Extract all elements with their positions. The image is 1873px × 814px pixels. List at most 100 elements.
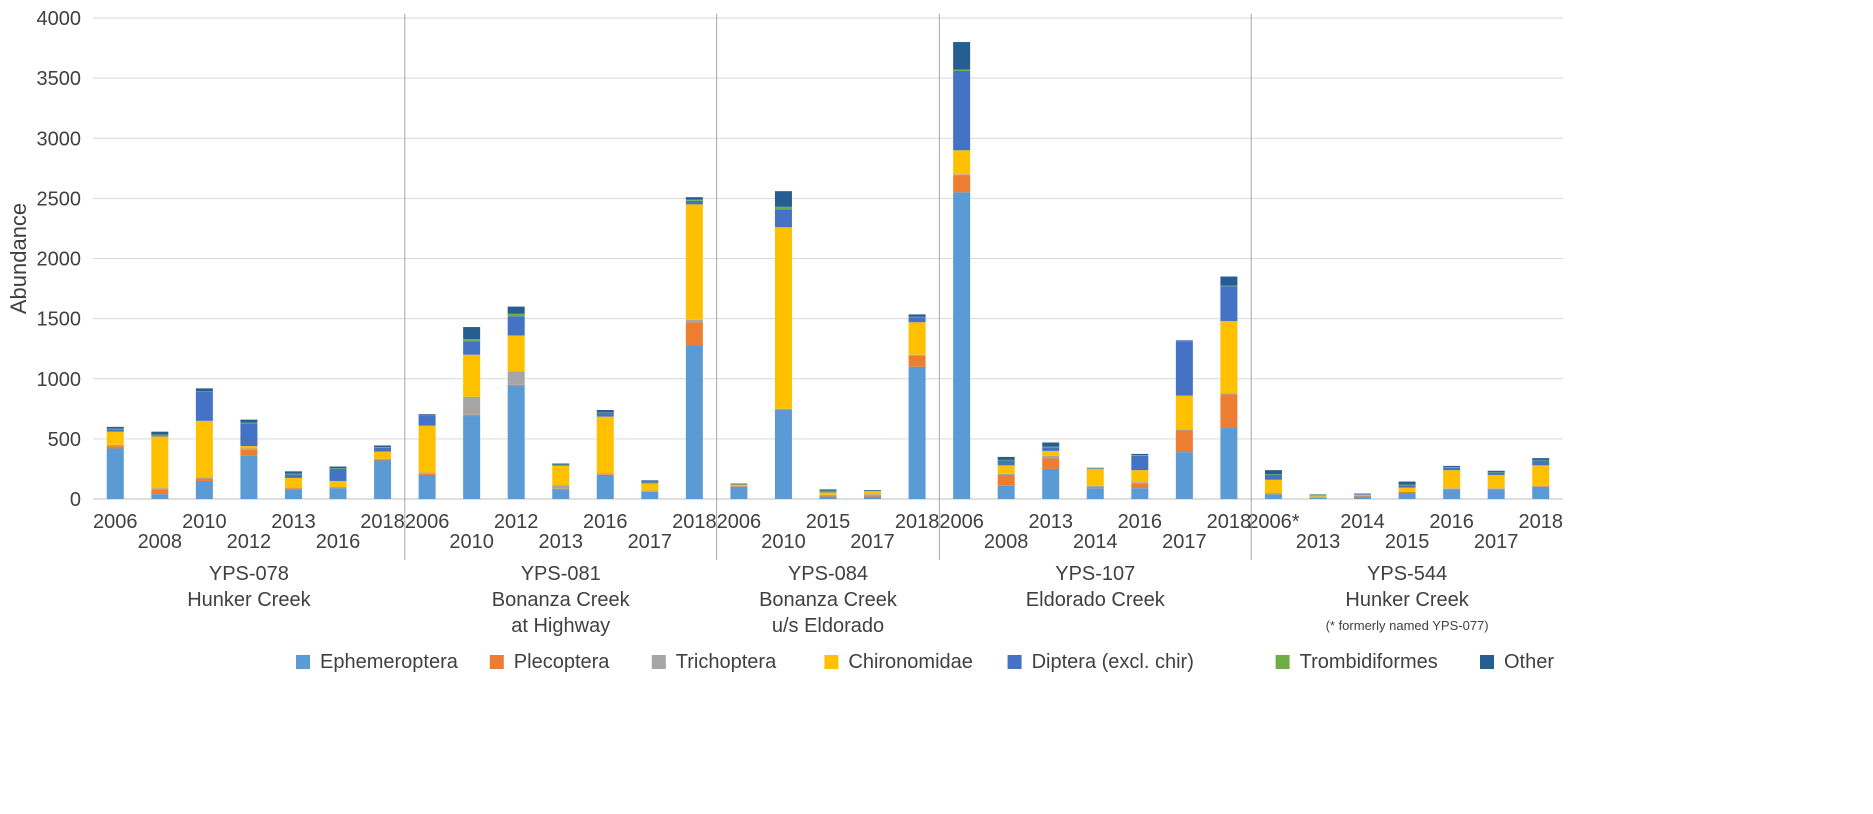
- y-tick-label: 1000: [37, 369, 82, 391]
- bar-segment-other: [953, 42, 970, 70]
- bar-segment-diptera-excl-chir-: [508, 316, 525, 335]
- bar-segment-plecoptera: [820, 496, 837, 497]
- bar-segment-ephemeroptera: [1310, 498, 1327, 499]
- bar-segment-trichoptera: [1042, 456, 1059, 458]
- legend-label: Trichoptera: [676, 651, 777, 673]
- bar-segment-plecoptera: [1176, 430, 1193, 452]
- bar-segment-plecoptera: [1443, 489, 1460, 490]
- bar-segment-trombidiformes: [552, 465, 569, 466]
- bar-segment-plecoptera: [1310, 497, 1327, 498]
- x-tick-label-year: 2012: [227, 531, 272, 553]
- bar-segment-plecoptera: [1354, 496, 1371, 497]
- x-tick-label-year: 2016: [583, 511, 628, 533]
- x-tick-label-year: 2017: [850, 531, 895, 553]
- bar-segment-chironomidae: [1310, 495, 1327, 496]
- bar-segment-diptera-excl-chir-: [820, 491, 837, 492]
- bar-segment-ephemeroptera: [1131, 488, 1148, 499]
- legend-swatch: [1480, 655, 1494, 669]
- x-tick-label-year: 2016: [316, 531, 361, 553]
- bar-segment-diptera-excl-chir-: [1042, 447, 1059, 451]
- bar-segment-trichoptera: [330, 487, 347, 488]
- bar-segment-ephemeroptera: [1443, 489, 1460, 499]
- bar-segment-plecoptera: [508, 385, 525, 386]
- bar-segment-diptera-excl-chir-: [285, 474, 302, 478]
- x-tick-label-year: 2018: [895, 511, 940, 533]
- bar-segment-chironomidae: [330, 481, 347, 487]
- bar-segment-diptera-excl-chir-: [196, 392, 213, 421]
- bar-segment-trombidiformes: [1131, 455, 1148, 456]
- bar-segment-other: [1443, 466, 1460, 467]
- bar-segment-other: [998, 457, 1015, 460]
- bar-segment-chironomidae: [1532, 465, 1549, 485]
- bar-segment-ephemeroptera: [1087, 488, 1104, 499]
- bar-segment-other: [1042, 442, 1059, 446]
- bar-segment-diptera-excl-chir-: [1310, 495, 1327, 496]
- bar-segment-chironomidae: [1131, 470, 1148, 482]
- bar-segment-chironomidae: [909, 322, 926, 354]
- bar-segment-chironomidae: [641, 483, 658, 490]
- bar-segment-plecoptera: [285, 488, 302, 489]
- bar-segment-trichoptera: [820, 495, 837, 496]
- bar-segment-plecoptera: [552, 489, 569, 490]
- y-tick-label: 2000: [37, 249, 82, 271]
- bar-segment-ephemeroptera: [998, 486, 1015, 499]
- bar-segment-trombidiformes: [1176, 341, 1193, 342]
- bar-segment-trichoptera: [508, 372, 525, 385]
- bar-segment-trombidiformes: [196, 391, 213, 392]
- bar-segment-diptera-excl-chir-: [1443, 468, 1460, 470]
- bar-segment-other: [1354, 494, 1371, 495]
- bar-segment-chironomidae: [151, 436, 168, 488]
- group-label: Hunker Creek: [187, 589, 311, 611]
- x-tick-label-year: 2014: [1340, 511, 1385, 533]
- bar-segment-diptera-excl-chir-: [107, 429, 124, 431]
- x-tick-label-year: 2012: [494, 511, 539, 533]
- bar-segment-trombidiformes: [463, 339, 480, 341]
- bar-segment-diptera-excl-chir-: [953, 71, 970, 150]
- bar-segment-ephemeroptera: [552, 489, 569, 499]
- bar-segment-chironomidae: [864, 491, 881, 494]
- bar-segment-chironomidae: [730, 485, 747, 486]
- bar-segment-trombidiformes: [1042, 447, 1059, 448]
- bar-segment-trombidiformes: [1220, 286, 1237, 287]
- x-tick-label-year: 2013: [271, 511, 316, 533]
- bar-segment-other: [463, 327, 480, 339]
- bar-segment-other: [1532, 458, 1549, 460]
- bar-segment-plecoptera: [1131, 483, 1148, 488]
- bar-segment-trombidiformes: [508, 314, 525, 316]
- bar-segment-ephemeroptera: [1042, 469, 1059, 499]
- bar-segment-ephemeroptera: [1220, 428, 1237, 499]
- bar-segment-ephemeroptera: [151, 494, 168, 499]
- legend-swatch: [296, 655, 310, 669]
- bar-segment-trombidiformes: [419, 415, 436, 416]
- bar-segment-other: [107, 427, 124, 429]
- x-tick-label-year: 2018: [1207, 511, 1252, 533]
- y-tick-label: 500: [48, 429, 81, 451]
- bar-segment-ephemeroptera: [597, 475, 614, 499]
- y-tick-label: 3000: [37, 128, 82, 150]
- bar-segment-trichoptera: [953, 174, 970, 175]
- bar-segment-plecoptera: [1488, 489, 1505, 490]
- y-tick-label: 3500: [37, 68, 82, 90]
- bar-segment-trichoptera: [107, 445, 124, 446]
- bar-segment-trichoptera: [641, 491, 658, 492]
- bar-segment-other: [820, 489, 837, 490]
- bar-segment-ephemeroptera: [330, 488, 347, 499]
- bar-segment-plecoptera: [151, 489, 168, 494]
- bar-segment-plecoptera: [1532, 486, 1549, 487]
- bar-segment-diptera-excl-chir-: [1532, 461, 1549, 466]
- y-tick-label: 1500: [37, 309, 82, 331]
- bar-segment-chironomidae: [1265, 480, 1282, 493]
- bar-segment-diptera-excl-chir-: [1131, 456, 1148, 470]
- bar-segment-trichoptera: [463, 397, 480, 415]
- bar-segment-trichoptera: [552, 485, 569, 489]
- bar-segment-trombidiformes: [1532, 460, 1549, 461]
- x-tick-label-year: 2018: [360, 511, 405, 533]
- bar-segment-other: [552, 464, 569, 465]
- group-label: Hunker Creek: [1345, 589, 1469, 611]
- bar-segment-trombidiformes: [820, 491, 837, 492]
- legend-label: Ephemeroptera: [320, 651, 459, 673]
- bar-segment-other: [1220, 277, 1237, 286]
- bar-segment-other: [374, 445, 391, 447]
- bar-segment-trichoptera: [864, 494, 881, 496]
